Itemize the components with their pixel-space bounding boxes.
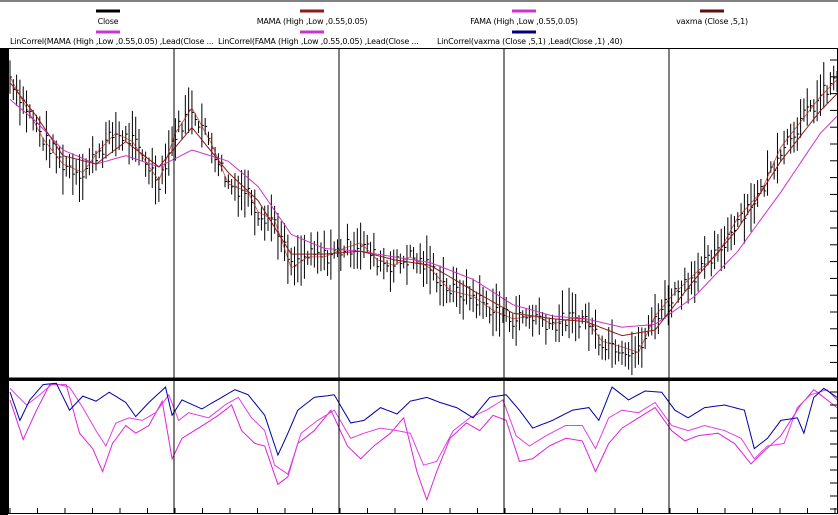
price-panel [8, 48, 838, 379]
lincorrel-fama-line [9, 382, 838, 475]
lincorrel-vaxma-line [9, 382, 838, 457]
legend: Close MAMA (High ,Low ,0.55,0.05) FAMA (Hi… [10, 9, 748, 46]
legend-label: LinCorrel(vaxma (Close ,5,1) ,Lead(Close… [437, 37, 622, 46]
left-axis-bar [0, 48, 8, 515]
legend-label: LinCorrel(FAMA (High ,Low ,0.55,0.05) ,L… [218, 37, 419, 46]
legend-label: vaxma (Close ,5,1) [676, 17, 748, 26]
legend-label: Close [98, 17, 119, 26]
fama-line [9, 99, 838, 328]
legend-label: LinCorrel(MAMA (High ,Low ,0.55,0.05) ,L… [10, 37, 214, 46]
correlation-panel-frame [8, 380, 838, 514]
legend-label: MAMA (High ,Low ,0.55,0.05) [257, 17, 368, 26]
vaxma-line [9, 76, 838, 353]
mama-line [9, 82, 838, 337]
price-panel-frame [8, 48, 838, 379]
legend-label: FAMA (High ,Low ,0.55,0.05) [470, 17, 578, 26]
correlation-panel [8, 380, 838, 514]
lincorrel-mama-line [9, 384, 838, 502]
